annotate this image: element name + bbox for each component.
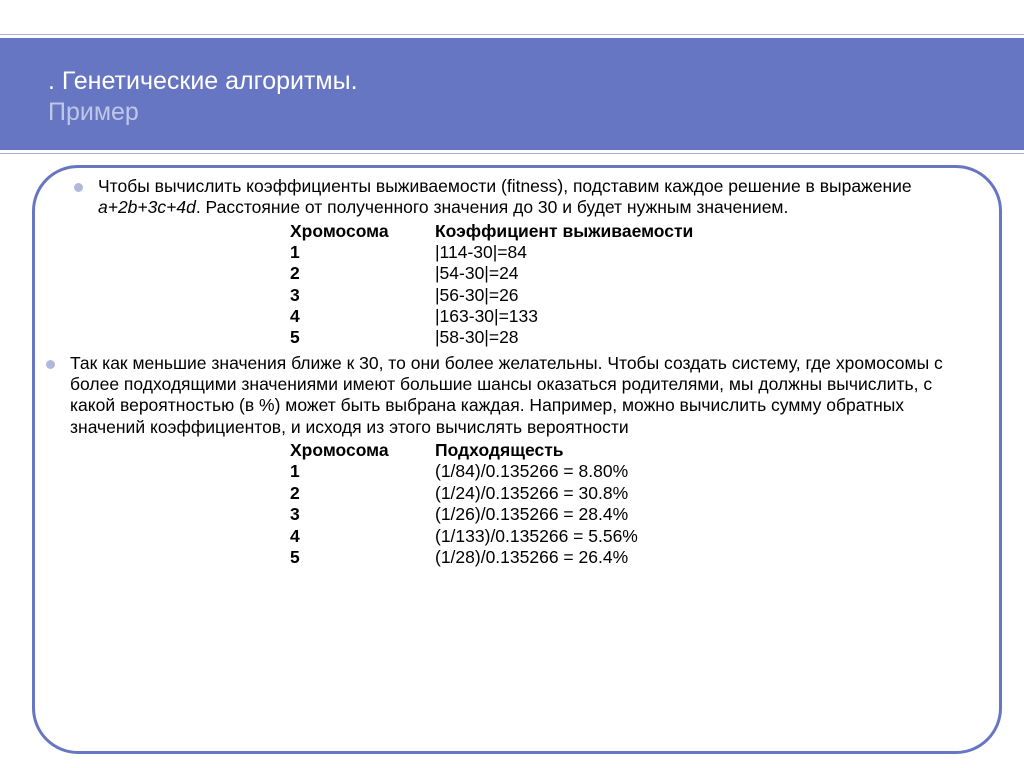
table-cell: |56-30|=26 xyxy=(435,285,519,306)
bullet-1: Чтобы вычислить коэффициенты выживаемост… xyxy=(70,176,976,219)
table-cell: 4 xyxy=(290,306,435,327)
table-row: 4 |163-30|=133 xyxy=(290,306,976,327)
bullet-1-text-em: a+2b+3c+4d xyxy=(98,197,196,217)
table-cell: 2 xyxy=(290,263,435,284)
table-cell: |163-30|=133 xyxy=(435,306,538,327)
table-row: Хромосома Коэффициент выживаемости xyxy=(290,221,976,242)
table-cell: (1/133)/0.135266 = 5.56% xyxy=(435,526,638,547)
table-cell: |114-30|=84 xyxy=(435,242,527,263)
content-area: Чтобы вычислить коэффициенты выживаемост… xyxy=(70,176,976,572)
title-band: . Генетические алгоритмы. Пример xyxy=(0,38,1024,150)
bullet-1-text-b: . Расстояние от полученного значения до … xyxy=(196,197,789,217)
table-row: 3 |56-30|=26 xyxy=(290,285,976,306)
table-cell: |58-30|=28 xyxy=(435,327,519,348)
table-header-col2: Подходящесть xyxy=(435,440,564,461)
title-main: . Генетические алгоритмы. xyxy=(48,66,1024,97)
table-cell: (1/24)/0.135266 = 30.8% xyxy=(435,483,628,504)
table-cell: 3 xyxy=(290,285,435,306)
table-header-col1: Хромосома xyxy=(290,440,435,461)
table-cell: 3 xyxy=(290,504,435,525)
table-row: 2 |54-30|=24 xyxy=(290,263,976,284)
header-rule-top xyxy=(0,34,1024,35)
table-cell: 4 xyxy=(290,526,435,547)
table-cell: 1 xyxy=(290,461,435,482)
header-rule-bottom xyxy=(0,153,1024,154)
table-row: 5 (1/28)/0.135266 = 26.4% xyxy=(290,547,976,568)
table-cell: (1/84)/0.135266 = 8.80% xyxy=(435,461,628,482)
table-cell: (1/26)/0.135266 = 28.4% xyxy=(435,504,628,525)
bullet-1-text-a: Чтобы вычислить коэффициенты выживаемост… xyxy=(98,176,912,196)
bullet-2-text: Так как меньшие значения ближе к 30, то … xyxy=(70,353,943,437)
table-header-col1: Хромосома xyxy=(290,221,435,242)
table-header-col2: Коэффициент выживаемости xyxy=(435,221,693,242)
table-row: 4 (1/133)/0.135266 = 5.56% xyxy=(290,526,976,547)
table-row: 1 |114-30|=84 xyxy=(290,242,976,263)
table-row: 2 (1/24)/0.135266 = 30.8% xyxy=(290,483,976,504)
table-fitness: Хромосома Коэффициент выживаемости 1 |11… xyxy=(290,221,976,349)
table-row: 1 (1/84)/0.135266 = 8.80% xyxy=(290,461,976,482)
table-cell: (1/28)/0.135266 = 26.4% xyxy=(435,547,628,568)
bullet-2: Так как меньшие значения ближе к 30, то … xyxy=(70,353,976,438)
table-row: 3 (1/26)/0.135266 = 28.4% xyxy=(290,504,976,525)
table-cell: 5 xyxy=(290,327,435,348)
title-sub: Пример xyxy=(48,97,1024,128)
table-row: 5 |58-30|=28 xyxy=(290,327,976,348)
table-row: Хромосома Подходящесть xyxy=(290,440,976,461)
table-probability: Хромосома Подходящесть 1 (1/84)/0.135266… xyxy=(290,440,976,568)
table-cell: |54-30|=24 xyxy=(435,263,519,284)
table-cell: 1 xyxy=(290,242,435,263)
table-cell: 5 xyxy=(290,547,435,568)
table-cell: 2 xyxy=(290,483,435,504)
slide: . Генетические алгоритмы. Пример Чтобы в… xyxy=(0,0,1024,768)
